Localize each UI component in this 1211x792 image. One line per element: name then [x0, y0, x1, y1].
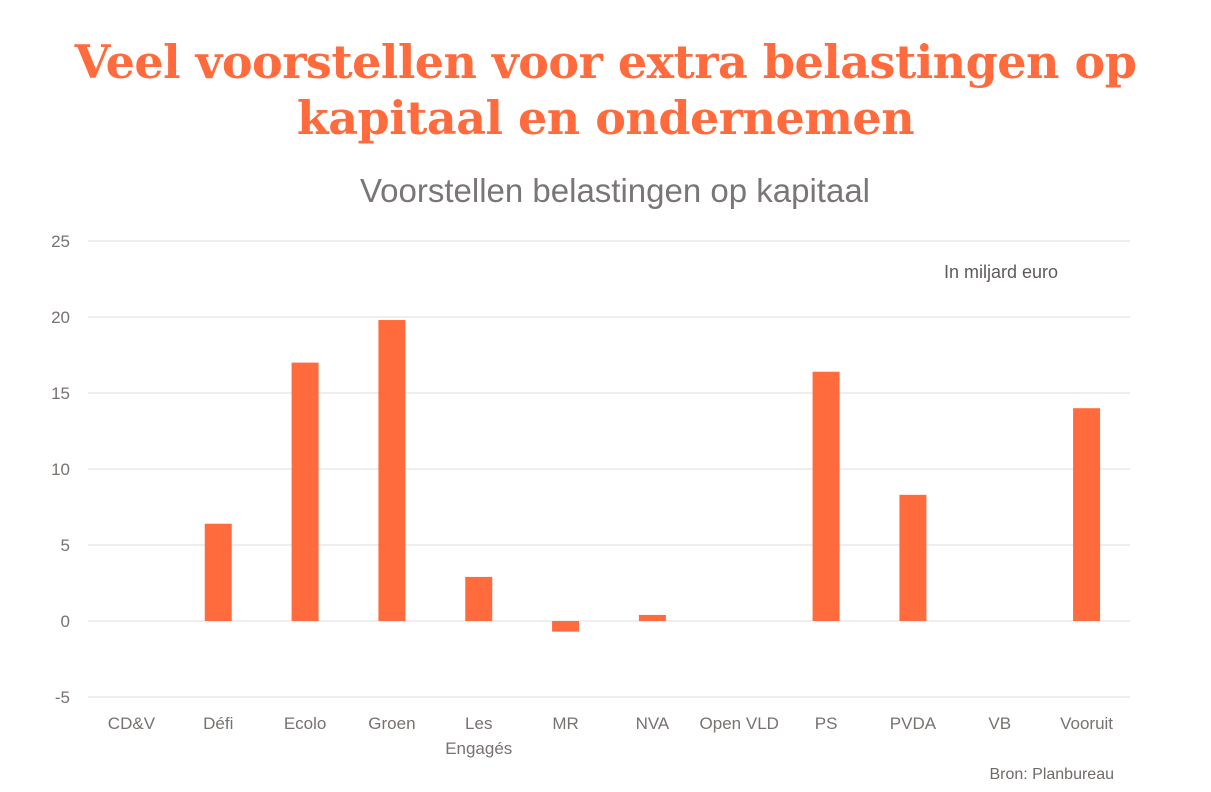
bar [812, 371, 840, 621]
x-tick-label: CD&V [108, 714, 156, 733]
source-note: Bron: Planbureau [989, 766, 1114, 783]
x-tick-label: Groen [368, 714, 415, 733]
x-tick-label: Vooruit [1060, 714, 1113, 733]
x-tick-label: PS [815, 714, 838, 733]
y-tick-label: 20 [51, 308, 70, 327]
y-axis-ticks: 25 20 15 10 5 0 -5 [51, 232, 70, 707]
chart-headline: Veel voorstellen voor extra belastingen … [74, 35, 1137, 145]
x-tick-label: Open VLD [700, 714, 779, 733]
y-tick-label: 0 [61, 612, 70, 631]
x-tick-label: PVDA [890, 714, 937, 733]
bars [204, 320, 1101, 632]
bar [378, 320, 406, 621]
x-tick-label: Défi [203, 714, 233, 733]
x-tick-label: Les Engagés [445, 714, 512, 758]
bar [1073, 408, 1101, 621]
y-tick-label: -5 [55, 688, 70, 707]
chart-title: Voorstellen belastingen op kapitaal [359, 172, 871, 209]
x-axis-labels: CD&V Défi Ecolo Groen Les Engagés MR NVA Open VL… [108, 714, 1114, 758]
x-tick-label: Ecolo [284, 714, 327, 733]
y-tick-label: 15 [51, 384, 70, 403]
bar [291, 362, 319, 621]
unit-note: In miljard euro [944, 262, 1058, 282]
bar [899, 494, 927, 621]
x-tick-label: NVA [636, 714, 670, 733]
y-tick-label: 25 [51, 232, 70, 251]
bar [552, 621, 580, 632]
y-tick-label: 5 [61, 536, 70, 555]
x-tick-label: MR [552, 714, 578, 733]
x-tick-label: VB [988, 714, 1011, 733]
y-tick-label: 10 [51, 460, 70, 479]
gridlines [88, 240, 1130, 698]
bar [465, 576, 493, 621]
bar [638, 614, 666, 621]
bar [204, 523, 232, 621]
